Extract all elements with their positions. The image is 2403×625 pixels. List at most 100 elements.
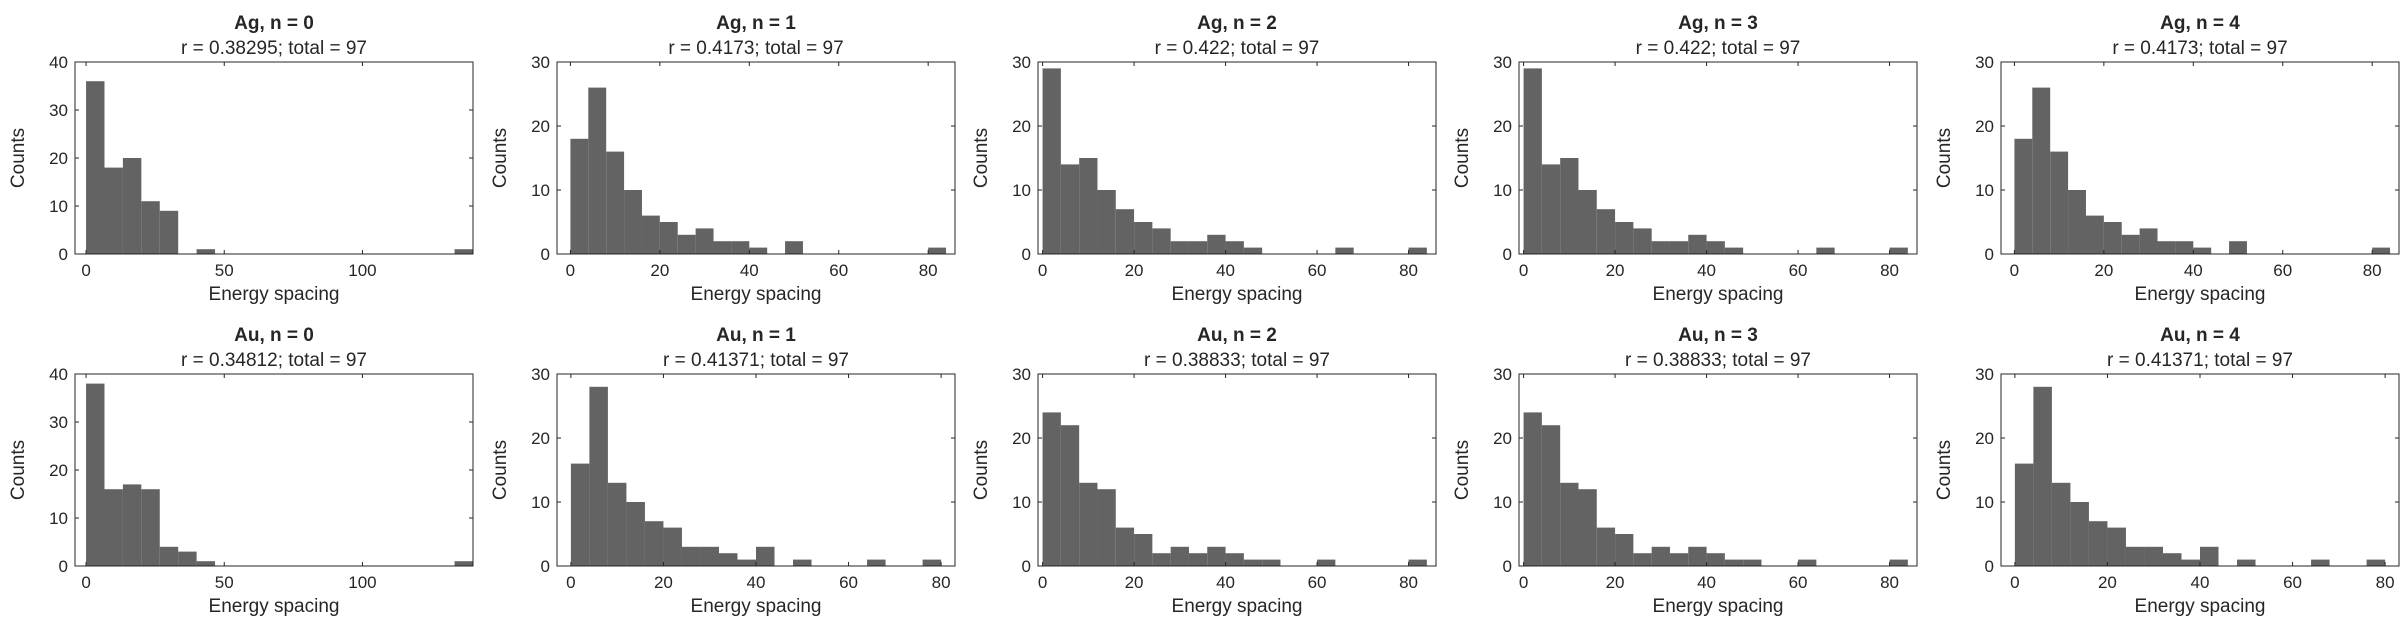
panel-title: Ag, n = 0 [234, 13, 314, 34]
histogram-bar [141, 489, 160, 566]
y-tick-label: 0 [541, 557, 550, 576]
y-tick-label: 40 [49, 365, 68, 384]
histogram-bar [1724, 247, 1744, 254]
histogram-bar [1669, 553, 1689, 566]
histogram-bar [86, 383, 105, 566]
y-tick-label: 20 [1012, 117, 1031, 136]
histogram-bar [2157, 241, 2176, 254]
histogram-bar [1079, 482, 1098, 566]
histogram-bar [659, 222, 678, 254]
x-tick-label: 50 [215, 573, 234, 592]
x-tick-label: 60 [839, 573, 858, 592]
y-tick-label: 20 [1493, 117, 1512, 136]
histogram-bar [1651, 241, 1670, 254]
histogram-bar [1706, 553, 1725, 566]
x-tick-label: 40 [2191, 573, 2210, 592]
x-tick-label: 20 [650, 261, 669, 280]
histogram-bar [713, 241, 732, 254]
x-axis-label: Energy spacing [691, 596, 822, 617]
histogram-bar [2032, 87, 2051, 254]
histogram-bar [641, 215, 660, 254]
y-tick-label: 0 [59, 245, 68, 264]
histogram-bar [2107, 527, 2126, 566]
x-tick-label: 20 [2098, 573, 2117, 592]
histogram-bar [1134, 534, 1153, 566]
histogram-bar [2237, 559, 2256, 566]
axes-box [1518, 61, 1918, 255]
histogram-bar [1523, 68, 1542, 255]
histogram-bar [196, 561, 216, 566]
x-tick-label: 0 [2010, 573, 2019, 592]
histogram-bar [1724, 559, 1744, 566]
histogram-panel-5: 0 20 40 60 80 0 10 20 30 Ag, n = 4 r = 0.4173; tot… [1934, 13, 2400, 305]
x-tick-label: 100 [348, 261, 376, 280]
x-tick-label: 80 [1880, 261, 1899, 280]
x-tick-label: 0 [1038, 261, 1047, 280]
histogram-bar [677, 234, 696, 254]
x-tick-label: 100 [348, 573, 376, 592]
y-tick-label: 20 [531, 429, 550, 448]
histogram-bar [1669, 241, 1689, 254]
panel-subtitle: r = 0.4173; total = 97 [668, 38, 843, 59]
histogram-bar [1615, 222, 1634, 254]
x-axis-label: Energy spacing [209, 596, 340, 617]
y-tick-label: 10 [1012, 493, 1031, 512]
x-tick-label: 40 [1697, 573, 1716, 592]
x-axis-label: Energy spacing [1653, 284, 1784, 305]
y-tick-label: 0 [1985, 245, 1994, 264]
histogram-bar [785, 241, 803, 254]
y-tick-label: 0 [1022, 557, 1031, 576]
histogram-bar [1225, 553, 1244, 566]
panel-subtitle: r = 0.4173; total = 97 [2112, 38, 2287, 59]
histogram-bar [1207, 234, 1226, 254]
histogram-bar [1541, 164, 1561, 254]
histogram-bar [570, 138, 589, 254]
histogram-bar [1633, 228, 1652, 254]
histogram-bar [1596, 527, 1616, 566]
y-tick-label: 30 [49, 101, 68, 120]
histogram-panel-1: 0 50 100 0 10 20 30 40 Ag, n = 0 r = 0.38295; tot… [8, 13, 474, 305]
histogram-bar [159, 546, 179, 566]
histogram-bar [1060, 164, 1080, 254]
histogram-panel-9: 0 20 40 60 80 0 10 20 30 Au, n = 3 r = 0.38833; to… [1452, 325, 1918, 617]
histogram-bar [2311, 559, 2330, 566]
histogram-bar [756, 546, 775, 566]
y-tick-label: 30 [1012, 365, 1031, 384]
panel-subtitle: r = 0.38833; total = 97 [1625, 350, 1811, 371]
x-tick-label: 40 [2184, 261, 2203, 280]
histogram-bar [1134, 222, 1153, 254]
histogram-bar [1042, 412, 1061, 566]
histogram-bar [1889, 247, 1908, 254]
histogram-bar [1188, 553, 1208, 566]
y-tick-label: 0 [1503, 557, 1512, 576]
y-tick-label: 0 [1985, 557, 1994, 576]
x-axis-label: Energy spacing [1653, 596, 1784, 617]
histogram-bar [695, 228, 714, 254]
panel-subtitle: r = 0.41371; total = 97 [663, 350, 849, 371]
histogram-bar [1578, 190, 1597, 254]
x-tick-label: 60 [2283, 573, 2302, 592]
histogram-bar [159, 210, 179, 254]
histogram-bar [1523, 412, 1542, 566]
y-tick-label: 20 [1975, 117, 1994, 136]
panel-subtitle: r = 0.422; total = 97 [1155, 38, 1320, 59]
y-tick-label: 20 [1012, 429, 1031, 448]
x-tick-label: 40 [1216, 573, 1235, 592]
x-tick-label: 60 [1789, 261, 1808, 280]
x-tick-label: 60 [1308, 573, 1327, 592]
histogram-bar [178, 551, 197, 566]
x-tick-label: 80 [1880, 573, 1899, 592]
y-axis-label: Counts [490, 128, 511, 188]
x-tick-label: 80 [932, 573, 951, 592]
histogram-bar [589, 386, 608, 566]
panel-title: Au, n = 0 [234, 325, 314, 346]
panel-title: Au, n = 2 [1197, 325, 1277, 346]
histogram-bar [1060, 425, 1080, 566]
histogram-bar [2068, 190, 2086, 254]
y-axis-label: Counts [1452, 128, 1473, 188]
histogram-panel-4: 0 20 40 60 80 0 10 20 30 Ag, n = 3 r = 0.422; tota… [1452, 13, 1918, 305]
x-tick-label: 40 [1697, 261, 1716, 280]
x-tick-label: 0 [1519, 261, 1528, 280]
histogram-bar [2014, 138, 2033, 254]
